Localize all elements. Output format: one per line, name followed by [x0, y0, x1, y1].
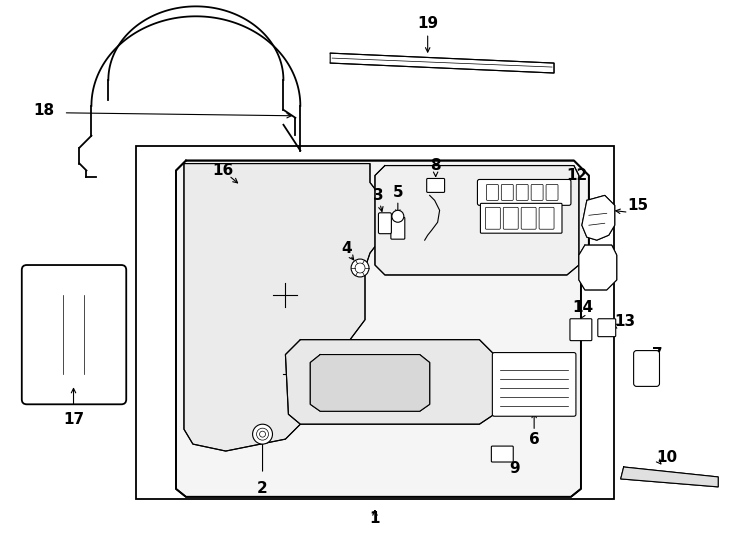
Polygon shape [176, 160, 589, 497]
Polygon shape [621, 467, 718, 487]
Circle shape [392, 210, 404, 222]
Text: 2: 2 [257, 481, 268, 496]
Text: 18: 18 [33, 103, 54, 118]
FancyBboxPatch shape [61, 342, 79, 356]
FancyBboxPatch shape [539, 207, 554, 229]
FancyBboxPatch shape [82, 309, 101, 323]
Text: 10: 10 [656, 449, 677, 464]
FancyBboxPatch shape [633, 350, 659, 387]
Text: 14: 14 [573, 300, 594, 315]
Polygon shape [582, 195, 614, 240]
Polygon shape [579, 245, 617, 290]
Bar [137, 146, 614, 499]
FancyBboxPatch shape [521, 207, 536, 229]
Polygon shape [286, 340, 494, 424]
FancyBboxPatch shape [485, 207, 501, 229]
FancyBboxPatch shape [82, 342, 101, 356]
FancyBboxPatch shape [61, 292, 79, 306]
FancyBboxPatch shape [82, 360, 101, 374]
FancyBboxPatch shape [39, 292, 57, 306]
Circle shape [351, 259, 369, 277]
Circle shape [36, 279, 48, 291]
FancyBboxPatch shape [426, 179, 445, 192]
FancyBboxPatch shape [501, 185, 513, 200]
FancyBboxPatch shape [22, 265, 126, 404]
FancyBboxPatch shape [597, 319, 616, 336]
Polygon shape [310, 355, 429, 411]
FancyBboxPatch shape [570, 319, 592, 341]
Circle shape [101, 279, 112, 291]
FancyBboxPatch shape [61, 309, 79, 323]
Text: 1: 1 [370, 511, 380, 526]
Text: 17: 17 [63, 411, 84, 427]
Text: 9: 9 [509, 462, 520, 476]
Text: 3: 3 [373, 188, 383, 203]
FancyBboxPatch shape [516, 185, 528, 200]
Polygon shape [330, 53, 554, 73]
Text: 16: 16 [212, 163, 233, 178]
FancyBboxPatch shape [481, 204, 562, 233]
Text: 11: 11 [536, 201, 556, 216]
FancyBboxPatch shape [491, 446, 513, 462]
Circle shape [260, 431, 266, 437]
FancyBboxPatch shape [39, 360, 57, 374]
FancyBboxPatch shape [82, 326, 101, 340]
FancyBboxPatch shape [546, 185, 558, 200]
FancyBboxPatch shape [477, 179, 571, 205]
Text: 12: 12 [567, 168, 587, 183]
Circle shape [252, 424, 272, 444]
Text: 13: 13 [614, 314, 635, 329]
Polygon shape [375, 166, 579, 275]
FancyBboxPatch shape [39, 309, 57, 323]
FancyBboxPatch shape [82, 292, 101, 306]
Polygon shape [184, 164, 380, 451]
FancyBboxPatch shape [61, 360, 79, 374]
Text: 4: 4 [342, 241, 352, 255]
FancyBboxPatch shape [487, 185, 498, 200]
Text: 19: 19 [417, 16, 438, 31]
Text: 15: 15 [627, 198, 648, 213]
FancyBboxPatch shape [493, 353, 576, 416]
FancyBboxPatch shape [379, 213, 391, 234]
Circle shape [355, 263, 365, 273]
FancyBboxPatch shape [531, 185, 543, 200]
Text: 7: 7 [653, 347, 663, 362]
FancyBboxPatch shape [391, 217, 405, 239]
FancyBboxPatch shape [39, 326, 57, 340]
Text: 6: 6 [528, 431, 539, 447]
Text: 5: 5 [393, 185, 403, 200]
FancyBboxPatch shape [504, 207, 518, 229]
Text: 8: 8 [430, 158, 441, 173]
FancyBboxPatch shape [61, 326, 79, 340]
Circle shape [257, 428, 269, 440]
FancyBboxPatch shape [39, 342, 57, 356]
Circle shape [101, 379, 112, 390]
Circle shape [36, 379, 48, 390]
